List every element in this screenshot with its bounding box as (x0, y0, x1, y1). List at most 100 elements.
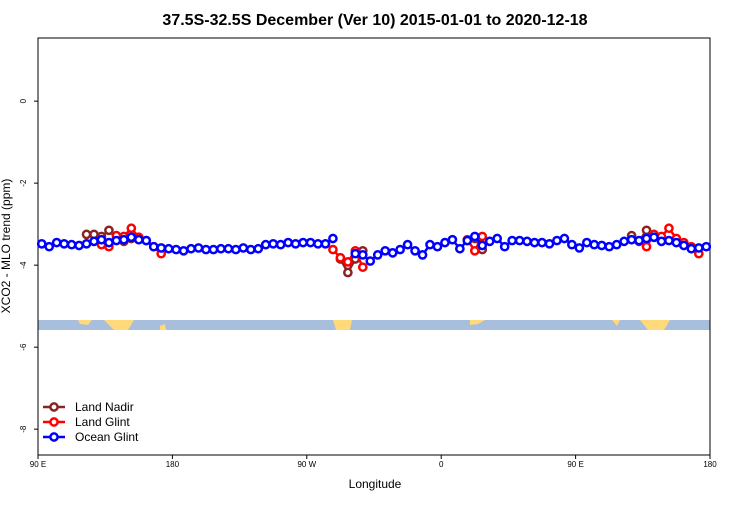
legend-item: Land Nadir (43, 400, 134, 414)
point (402, 239, 413, 250)
x-tick-label: 90 E (30, 460, 46, 469)
point (89, 236, 99, 247)
land-shape (78, 320, 92, 325)
point (275, 239, 286, 250)
legend-marker (49, 402, 59, 412)
point (328, 233, 338, 244)
point (626, 234, 637, 245)
legend-marker (49, 432, 59, 442)
chart-title: 37.5S-32.5S December (Ver 10) 2015-01-01… (162, 12, 587, 29)
point (529, 237, 540, 248)
point (499, 241, 510, 252)
land-shape (612, 320, 620, 326)
point (417, 250, 428, 260)
point (574, 243, 585, 253)
point (357, 250, 368, 260)
x-tick-label: 90 W (297, 460, 316, 469)
point (671, 237, 682, 248)
x-tick-label: 180 (166, 460, 180, 469)
legend-marker (49, 417, 59, 427)
point (514, 235, 525, 246)
point (66, 239, 77, 250)
point (305, 237, 316, 248)
point (432, 241, 443, 252)
point (283, 237, 293, 248)
point (126, 223, 137, 234)
point (111, 235, 122, 246)
y-tick-label: 0 (19, 98, 28, 103)
land-shape (104, 320, 134, 330)
point (141, 235, 152, 246)
point (641, 225, 652, 236)
x-tick-label: 0 (439, 460, 444, 469)
legend-item: Land Glint (43, 415, 130, 429)
point (126, 232, 137, 243)
point (596, 240, 607, 251)
point (148, 241, 159, 252)
point (634, 235, 644, 246)
point (231, 244, 241, 255)
land-shape (333, 320, 352, 330)
land-shape (470, 320, 485, 325)
legend-item: Ocean Glint (43, 430, 139, 444)
y-tick-label: -6 (19, 343, 28, 351)
point (223, 243, 234, 254)
point (133, 234, 144, 245)
point (74, 240, 84, 251)
land-shape (160, 324, 166, 330)
point (440, 237, 450, 248)
point (492, 233, 503, 244)
point (343, 267, 353, 278)
point (51, 237, 62, 248)
point (537, 237, 547, 248)
point (350, 248, 361, 259)
y-tick-label: -8 (19, 425, 28, 433)
y-tick-label: -2 (19, 179, 28, 187)
point (544, 238, 555, 249)
point (611, 239, 622, 250)
point (245, 244, 256, 255)
point (357, 262, 368, 273)
legend-label: Land Nadir (75, 400, 134, 414)
point (686, 243, 697, 254)
point (559, 233, 570, 244)
point (298, 237, 308, 248)
point (410, 245, 420, 256)
point (216, 243, 226, 254)
point (208, 244, 219, 255)
point (619, 236, 629, 247)
point (44, 241, 55, 252)
point (567, 239, 577, 250)
point (268, 238, 279, 249)
point (701, 241, 712, 252)
point (343, 257, 353, 267)
point (380, 245, 391, 256)
x-tick-label: 180 (703, 460, 717, 469)
point (522, 236, 532, 247)
point (81, 229, 92, 240)
point (552, 235, 562, 246)
land-shape (640, 320, 670, 330)
point (425, 239, 435, 250)
point (477, 231, 488, 242)
point (163, 243, 174, 254)
point (59, 238, 69, 249)
point (395, 244, 405, 255)
point (477, 240, 488, 251)
point (447, 234, 458, 245)
point (290, 238, 301, 249)
point (693, 243, 704, 253)
point (679, 240, 689, 251)
point (589, 239, 600, 250)
point (507, 235, 517, 246)
point (186, 243, 196, 254)
point (178, 245, 189, 256)
point (335, 252, 346, 263)
point (484, 236, 495, 247)
point (641, 233, 652, 244)
point (238, 243, 249, 253)
point (469, 245, 480, 256)
point (649, 232, 659, 243)
